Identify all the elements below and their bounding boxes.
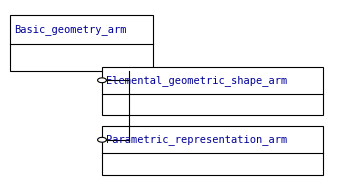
Text: Basic_geometry_arm: Basic_geometry_arm	[14, 24, 127, 35]
FancyBboxPatch shape	[10, 15, 153, 71]
Text: Elemental_geometric_shape_arm: Elemental_geometric_shape_arm	[106, 75, 287, 86]
Circle shape	[98, 78, 106, 83]
Circle shape	[98, 137, 106, 142]
FancyBboxPatch shape	[102, 126, 323, 175]
Text: Parametric_representation_arm: Parametric_representation_arm	[106, 134, 287, 145]
FancyBboxPatch shape	[102, 67, 323, 115]
